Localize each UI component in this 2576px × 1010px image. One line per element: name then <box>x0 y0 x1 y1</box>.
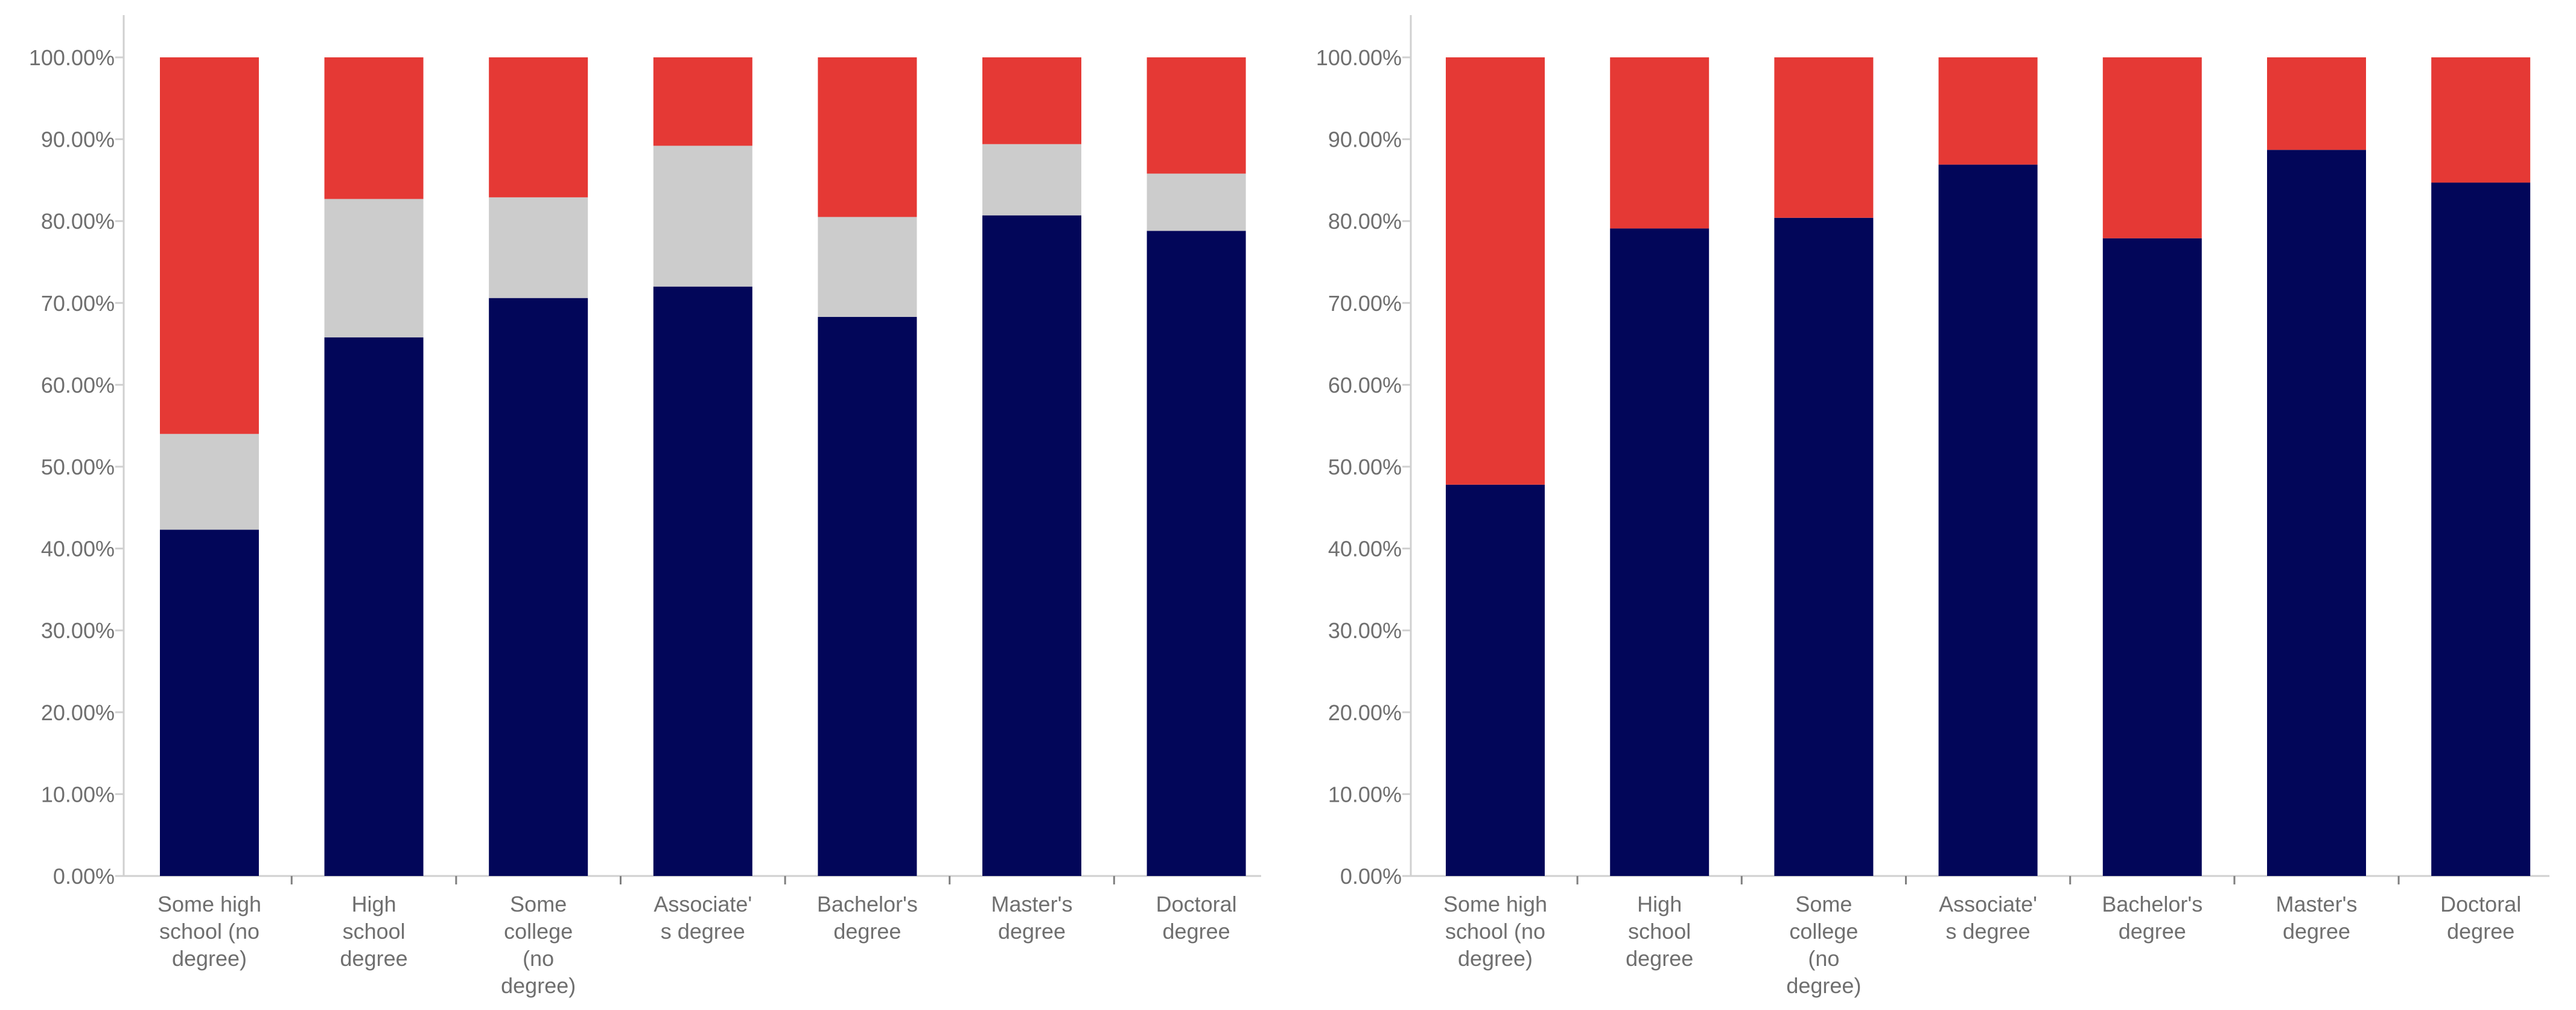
x-category-label: Associate' s degree <box>654 892 752 944</box>
bar-segment-top <box>2431 57 2531 183</box>
y-tick-label: 70.00% <box>41 291 115 316</box>
y-tick-label: 0.00% <box>1340 864 1402 889</box>
right-stacked-bar-chart: 0.00% 10.00% 20.00% 30.00% 40.00% 50.00% 60.00… <box>1316 15 2549 998</box>
x-category-label: Master's degree <box>991 892 1073 944</box>
bar-segment-top <box>818 57 917 217</box>
y-tick-label: 10.00% <box>41 782 115 807</box>
bar-segment-top <box>982 57 1081 144</box>
y-tick-label: 10.00% <box>1328 782 1402 807</box>
x-category-label: Bachelor's degree <box>2102 892 2202 944</box>
x-category-label: High school degree <box>340 892 408 971</box>
bar-segment-middle <box>818 217 917 317</box>
y-tick-label: 30.00% <box>41 618 115 643</box>
bar-segment-top <box>653 57 752 146</box>
bar-segment-bottom <box>1446 484 1545 876</box>
y-tick-label: 50.00% <box>1328 455 1402 479</box>
bar-segment-bottom <box>2267 150 2366 876</box>
y-tick-label: 50.00% <box>41 455 115 479</box>
y-tick-label: 0.00% <box>53 864 115 889</box>
bar-segment-top <box>489 57 588 197</box>
bar-segment-bottom <box>1610 228 1709 876</box>
y-tick-label: 40.00% <box>1328 537 1402 561</box>
bar-segment-middle <box>653 145 752 287</box>
bar-segment-top <box>1774 57 1874 218</box>
bar-segment-middle <box>1146 173 1246 231</box>
bar-segment-top <box>2267 57 2366 150</box>
y-tick-label: 80.00% <box>41 209 115 234</box>
bar-segment-middle <box>489 197 588 298</box>
x-category-label: High school degree <box>1626 892 1693 971</box>
y-tick-label: 100.00% <box>1316 45 1402 70</box>
y-tick-label: 20.00% <box>1328 700 1402 725</box>
y-tick-label: 30.00% <box>1328 618 1402 643</box>
x-category-label: Some college (no degree) <box>501 892 576 998</box>
bar-segment-middle <box>324 199 424 337</box>
y-tick-label: 40.00% <box>41 537 115 561</box>
x-category-label: Some college (no degree) <box>1786 892 1861 998</box>
y-tick-label: 100.00% <box>29 45 115 70</box>
y-tick-label: 20.00% <box>41 700 115 725</box>
bar-segment-bottom <box>324 337 424 876</box>
y-tick-label: 90.00% <box>41 127 115 152</box>
bar-segment-bottom <box>982 215 1081 876</box>
x-category-label: Some high school (no degree) <box>1443 892 1547 971</box>
bar-segment-top <box>1146 57 1246 174</box>
bar-segment-bottom <box>160 529 259 876</box>
x-category-label: Master's degree <box>2276 892 2358 944</box>
y-tick-label: 70.00% <box>1328 291 1402 316</box>
bar-segment-middle <box>982 144 1081 216</box>
y-tick-label: 80.00% <box>1328 209 1402 234</box>
x-category-label: Bachelor's degree <box>817 892 918 944</box>
y-tick-label: 90.00% <box>1328 127 1402 152</box>
bar-segment-middle <box>160 433 259 530</box>
bar-segment-bottom <box>489 298 588 876</box>
bar-segment-top <box>1610 57 1709 229</box>
bar-segment-bottom <box>2431 182 2531 876</box>
x-category-label: Some high school (no degree) <box>157 892 261 971</box>
x-category-label: Doctoral degree <box>2440 892 2521 944</box>
bar-segment-top <box>324 57 424 199</box>
bar-segment-top <box>2102 57 2202 238</box>
bar-segment-top <box>160 57 259 434</box>
bar-segment-bottom <box>1938 164 2038 876</box>
bar-segment-bottom <box>2102 238 2202 876</box>
bar-segment-bottom <box>818 316 917 876</box>
x-category-label: Doctoral degree <box>1156 892 1237 944</box>
bar-segment-top <box>1446 57 1545 485</box>
bar-segment-bottom <box>653 286 752 876</box>
y-tick-label: 60.00% <box>1328 372 1402 397</box>
bar-segment-bottom <box>1146 231 1246 877</box>
bar-segment-bottom <box>1774 217 1874 876</box>
bar-segment-top <box>1938 57 2038 165</box>
y-tick-label: 60.00% <box>41 372 115 397</box>
x-category-label: Associate' s degree <box>1939 892 2037 944</box>
left-stacked-bar-chart: 0.00% 10.00% 20.00% 30.00% 40.00% 50.00% 60.00… <box>29 15 1261 998</box>
